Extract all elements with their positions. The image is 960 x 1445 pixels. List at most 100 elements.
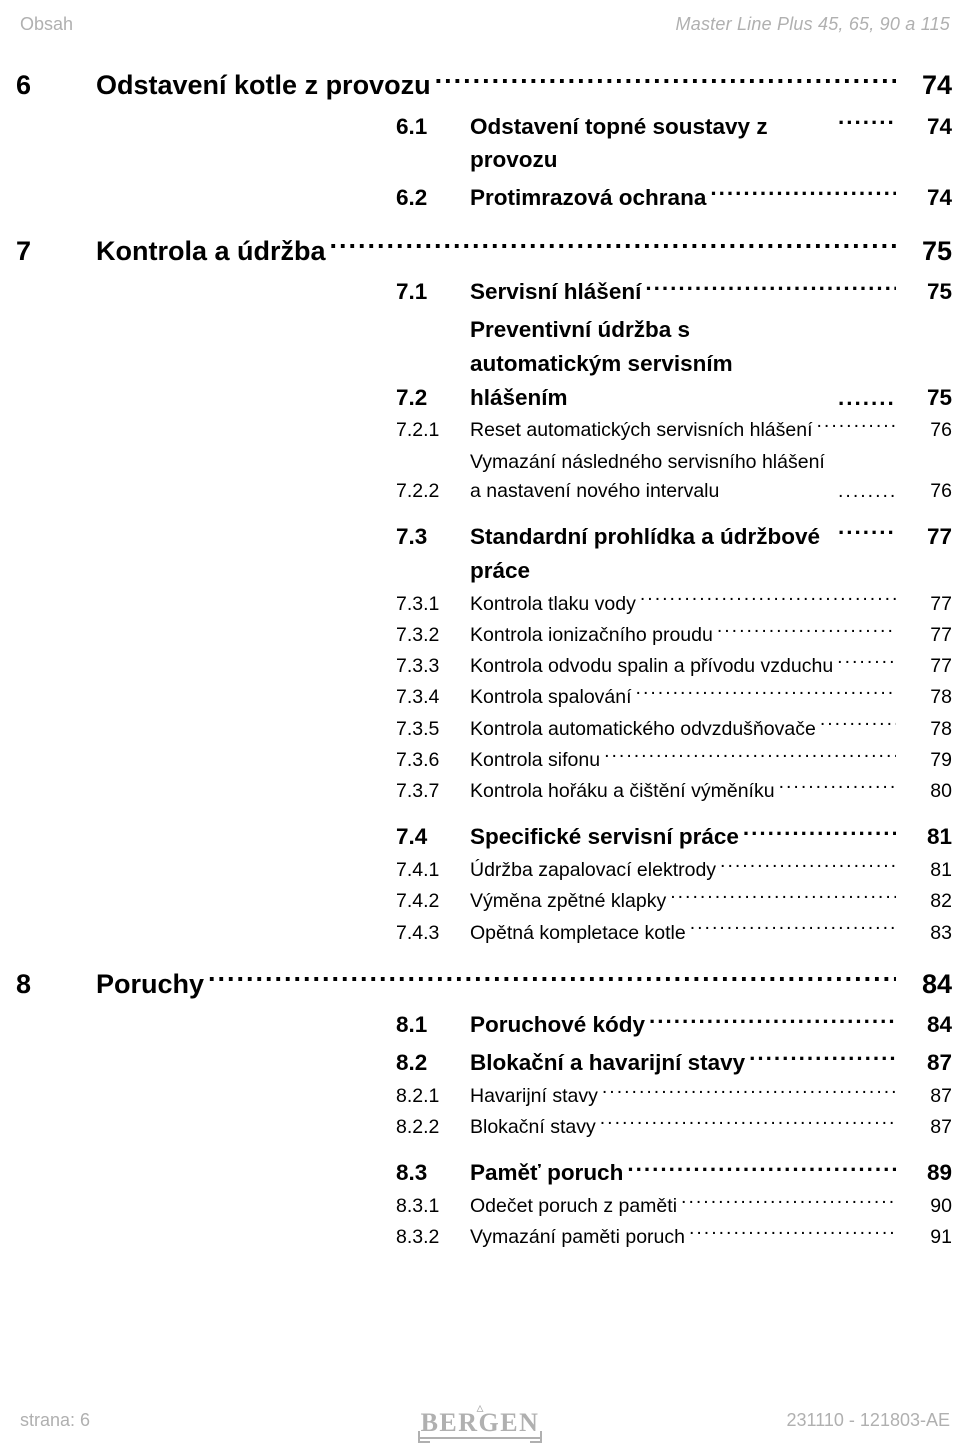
toc-entry-number: 7.4.1 xyxy=(396,856,470,885)
toc-entry: 8.2.1Havarijní stavy87 xyxy=(16,1082,952,1111)
toc-entry-number: 8.1 xyxy=(396,1008,470,1042)
toc-leader-dots xyxy=(604,746,896,766)
toc-entry-title: Kontrola automatického odvzdušňovače xyxy=(470,715,820,744)
toc-entry-page: 76 xyxy=(896,477,952,506)
toc-entry-page: 81 xyxy=(896,856,952,885)
toc-entry: 8.2.2Blokační stavy87 xyxy=(16,1113,952,1142)
toc-leader-dots xyxy=(602,1082,896,1102)
toc-entry: 7.3.7Kontrola hořáku a čištění výměníku8… xyxy=(16,777,952,806)
toc-entry-title: Protimrazová ochrana xyxy=(470,181,710,215)
toc-entry-title: Kontrola ionizačního proudu xyxy=(470,621,717,650)
header-section-label: Obsah xyxy=(20,14,73,35)
toc-entry-number: 7.4.2 xyxy=(396,887,470,916)
toc-entry-title: Servisní hlášení xyxy=(470,275,645,309)
toc-leader-dots xyxy=(720,857,896,877)
toc-entry-number: 7.4.3 xyxy=(396,919,470,948)
toc-entry-title: Opětná kompletace kotle xyxy=(470,919,690,948)
toc-entry-number: 7.4 xyxy=(396,820,470,854)
toc-entry: 7.4.2Výměna zpětné klapky 82 xyxy=(16,887,952,916)
toc-entry-title: Standardní prohlídka a údržbové práce xyxy=(470,520,838,588)
toc-leader-dots xyxy=(435,67,896,94)
toc-entry: 6.1Odstavení topné soustavy z provozu 74 xyxy=(16,110,952,178)
footer-logo: ▵ BERGEN xyxy=(420,1400,540,1441)
toc-entry: 8.2Blokační a havarijní stavy87 xyxy=(16,1046,952,1080)
toc-entry-title: Poruchové kódy xyxy=(470,1008,649,1042)
toc-entry-number: 7.3.1 xyxy=(396,590,470,619)
toc-entry-title: Preventivní údržba s automatickým servis… xyxy=(470,313,838,414)
toc-entry-number: 8.3.2 xyxy=(396,1223,470,1252)
toc-entry-number: 6.1 xyxy=(396,110,470,144)
toc-leader-dots xyxy=(838,111,896,134)
toc-entry-number: 7.3.2 xyxy=(396,621,470,650)
toc-entry-title: Údržba zapalovací elektrody xyxy=(470,856,720,885)
toc-leader-dots xyxy=(837,653,896,673)
toc-entry-number: 7.3.4 xyxy=(396,683,470,712)
toc-entry: 8.1Poruchové kódy84 xyxy=(16,1008,952,1042)
toc-leader-dots xyxy=(600,1114,896,1134)
toc-entry-page: 84 xyxy=(896,964,952,1005)
toc-entry-title: Poruchy xyxy=(96,964,208,1005)
toc-entry: 7.2.1Reset automatických servisních hláš… xyxy=(16,416,952,445)
toc-entry-number: 7.1 xyxy=(396,275,470,309)
toc-entry-title: Odstavení topné soustavy z provozu xyxy=(470,110,838,178)
footer-page-number: strana: 6 xyxy=(20,1410,90,1431)
toc-entry-number: 8 xyxy=(16,964,96,1005)
toc-entry: 7.4.1Údržba zapalovací elektrody 81 xyxy=(16,856,952,885)
toc-entry-page: 77 xyxy=(896,652,952,681)
toc-entry-title: Reset automatických servisních hlášení xyxy=(470,416,817,445)
toc-entry-number: 7.2.1 xyxy=(396,416,470,445)
toc-entry-page: 90 xyxy=(896,1192,952,1221)
toc-leader-dots xyxy=(689,1224,896,1244)
toc-entry: 6Odstavení kotle z provozu74 xyxy=(16,65,952,106)
toc-entry-page: 78 xyxy=(896,715,952,744)
logo-underline-icon xyxy=(420,1437,540,1441)
toc-entry-page: 89 xyxy=(896,1156,952,1190)
toc-entry: 7.3.2Kontrola ionizačního proudu77 xyxy=(16,621,952,650)
toc-leader-dots xyxy=(710,183,896,206)
toc-leader-dots xyxy=(208,966,896,993)
toc-entry-page: 76 xyxy=(896,416,952,445)
toc-entry-title: Paměť poruch xyxy=(470,1156,627,1190)
toc-leader-dots xyxy=(838,487,896,507)
toc-entry-number: 8.2 xyxy=(396,1046,470,1080)
toc-entry-page: 74 xyxy=(896,110,952,144)
toc-entry-page: 74 xyxy=(896,181,952,215)
toc-entry-title: Kontrola a údržba xyxy=(96,231,330,272)
toc-leader-dots xyxy=(670,888,896,908)
toc-entry-title: Odečet poruch z paměti xyxy=(470,1192,681,1221)
toc-leader-dots xyxy=(743,822,896,845)
toc-leader-dots xyxy=(645,277,896,300)
toc-entry-number: 7.2 xyxy=(396,381,470,415)
header-product-label: Master Line Plus 45, 65, 90 a 115 xyxy=(676,14,950,35)
toc-leader-dots xyxy=(649,1010,896,1033)
toc-entry: 6.2Protimrazová ochrana 74 xyxy=(16,181,952,215)
toc-leader-dots xyxy=(640,590,896,610)
toc-leader-dots xyxy=(820,715,896,735)
toc-entry-page: 79 xyxy=(896,746,952,775)
toc-entry-number: 8.2.1 xyxy=(396,1082,470,1111)
toc-entry-page: 82 xyxy=(896,887,952,916)
toc-entry-title: Výměna zpětné klapky xyxy=(470,887,670,916)
toc-leader-dots xyxy=(749,1048,896,1071)
page-footer: strana: 6 ▵ BERGEN 231110 - 121803-AE xyxy=(0,1410,960,1431)
toc-entry-page: 81 xyxy=(896,820,952,854)
toc-entry-page: 75 xyxy=(896,231,952,272)
table-of-contents: 6Odstavení kotle z provozu746.1Odstavení… xyxy=(0,35,960,1253)
toc-entry-page: 77 xyxy=(896,520,952,554)
toc-entry: 8Poruchy 84 xyxy=(16,964,952,1005)
toc-entry-title: Kontrola spalování xyxy=(470,683,636,712)
toc-entry-page: 87 xyxy=(896,1113,952,1142)
toc-entry: 7.3.5Kontrola automatického odvzdušňovač… xyxy=(16,715,952,744)
toc-leader-dots xyxy=(838,522,896,545)
toc-entry-title: Kontrola sifonu xyxy=(470,746,604,775)
toc-entry: 7Kontrola a údržba75 xyxy=(16,231,952,272)
toc-entry-number: 8.3 xyxy=(396,1156,470,1190)
toc-entry: 8.3Paměť poruch 89 xyxy=(16,1156,952,1190)
toc-entry: 7.3.3Kontrola odvodu spalin a přívodu vz… xyxy=(16,652,952,681)
toc-entry: 7.4Specifické servisní práce81 xyxy=(16,820,952,854)
toc-entry-number: 6.2 xyxy=(396,181,470,215)
toc-leader-dots xyxy=(838,392,896,415)
toc-entry-number: 7.3.6 xyxy=(396,746,470,775)
toc-leader-dots xyxy=(636,684,896,704)
toc-entry: 8.3.1Odečet poruch z paměti90 xyxy=(16,1192,952,1221)
